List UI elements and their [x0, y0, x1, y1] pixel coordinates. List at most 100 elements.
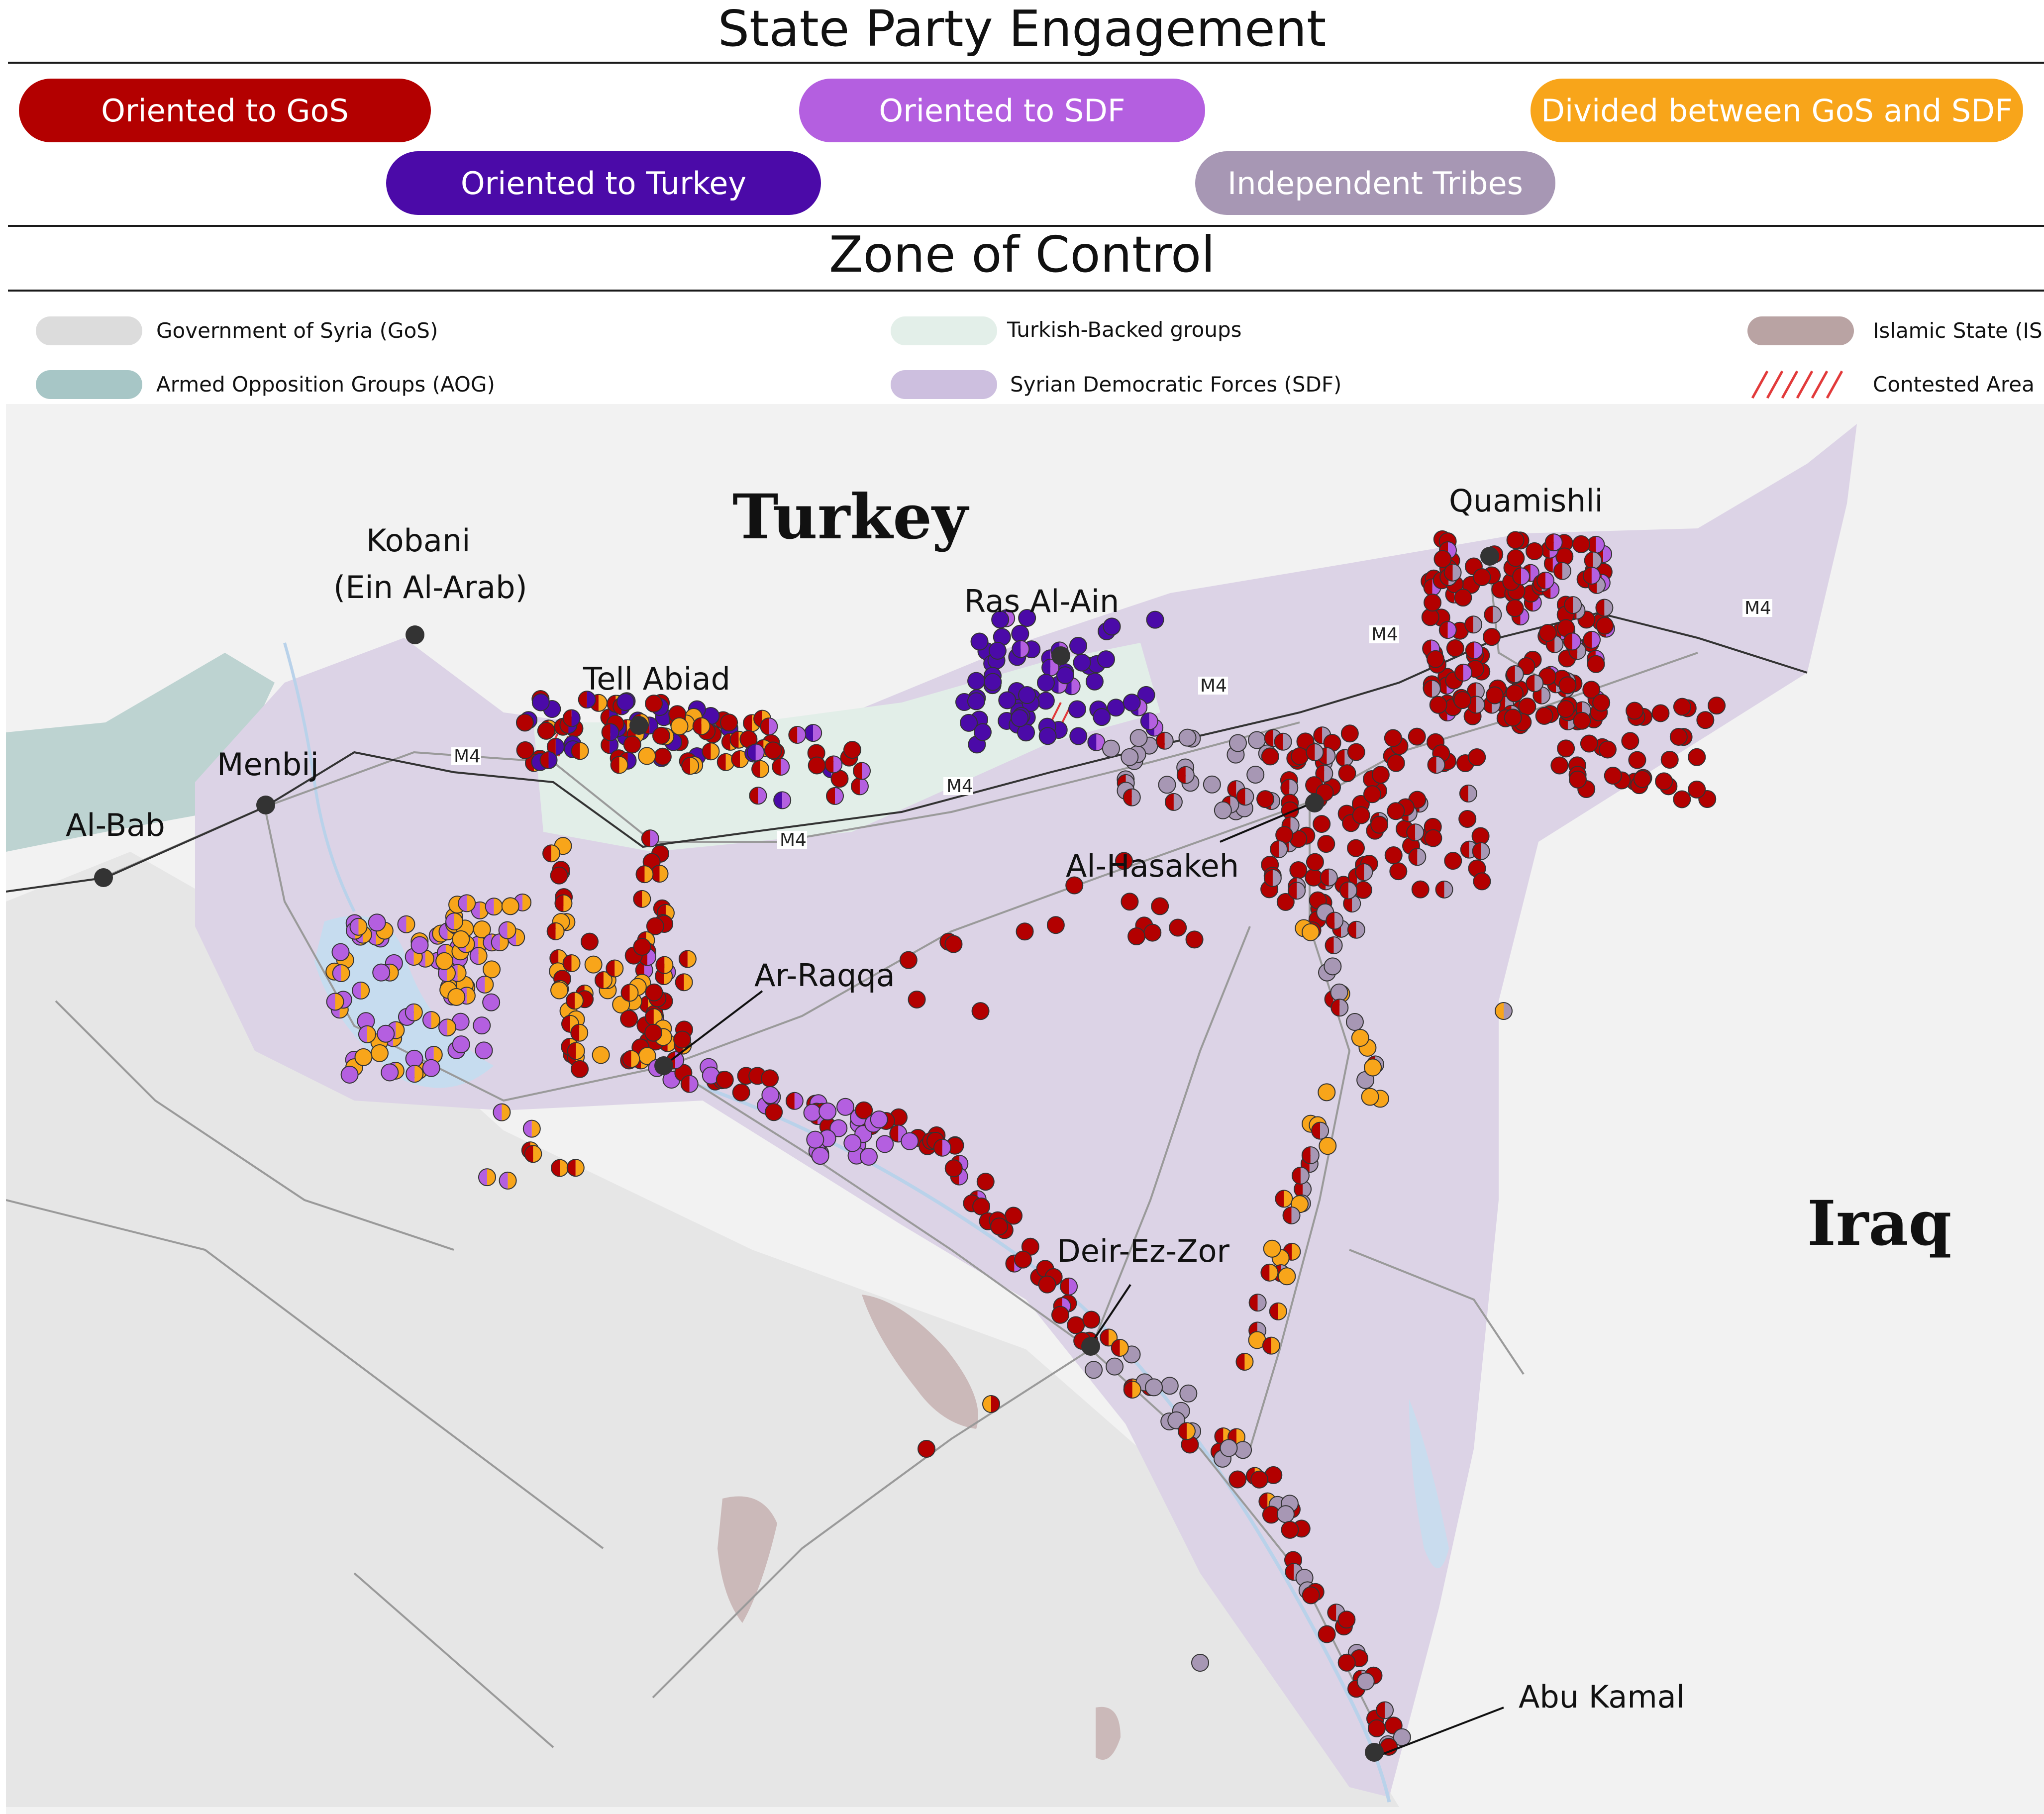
settlement-dot [1587, 655, 1605, 673]
country-label-turkey: Turkey [732, 481, 970, 553]
settlement-dot [970, 632, 989, 651]
settlement-dot [843, 741, 861, 759]
settlement-dot [1097, 650, 1115, 669]
settlement-dot [803, 1104, 821, 1122]
city-markers [94, 547, 1499, 1762]
settlement-dot [1423, 680, 1441, 698]
settlement-dot [548, 751, 557, 769]
settlement-dot [1306, 743, 1315, 761]
settlement-dot [1592, 631, 1601, 648]
settlement-dot [508, 1172, 516, 1189]
settlement-dot [1583, 631, 1592, 648]
settlement-dot [543, 845, 552, 862]
settlement-dot [571, 1060, 589, 1078]
zone-swatch-contested [1751, 370, 1843, 399]
settlement-dot [1473, 872, 1491, 891]
m4-road-label: M4 [946, 776, 973, 797]
settlement-dot [1583, 630, 1601, 649]
settlement-dot [1121, 748, 1139, 766]
settlement-dot [1481, 842, 1490, 860]
lake [1409, 1399, 1449, 1568]
settlement-dot [644, 1023, 663, 1042]
settlement-dot [772, 758, 781, 776]
settlement-dot [1370, 815, 1389, 834]
settlement-dot [485, 976, 494, 993]
settlement-dot [720, 713, 738, 732]
settlement-dot [1301, 1146, 1320, 1164]
city-marker-al-bab [94, 868, 113, 887]
settlement-dot [1459, 784, 1477, 803]
divider [8, 225, 2044, 227]
settlement-dot [1363, 785, 1381, 804]
settlement-dot [853, 762, 871, 780]
settlement-dot [644, 866, 653, 883]
city-label-al-hasakeh: Al-Hasakeh [1066, 848, 1239, 884]
settlement-dot [396, 1021, 405, 1039]
settlement-dot [1164, 732, 1173, 749]
settlement-dot [575, 1159, 584, 1177]
settlement-dot [551, 1159, 560, 1177]
settlement-dot [908, 990, 926, 1008]
city-label-abu-kamal: Abu Kamal [1519, 1679, 1685, 1715]
settlement-dot [1271, 1337, 1280, 1354]
settlement-dot [690, 757, 699, 775]
settlement-dot [1352, 806, 1370, 824]
settlement-dot [631, 1050, 640, 1068]
settlement-dot [614, 960, 623, 977]
settlement-dot [811, 1147, 829, 1165]
settlement-dot [431, 1011, 440, 1029]
legend-oriented-to-sdf: Oriented to SDF [799, 79, 1205, 142]
settlement-dot [984, 673, 1002, 691]
settlement-dot [1424, 579, 1432, 596]
settlement-dot [540, 751, 549, 769]
settlement-dot [1453, 691, 1472, 709]
settlement-dot [1111, 1339, 1120, 1357]
settlement-dot [1484, 606, 1493, 623]
settlement-dot [1387, 802, 1405, 820]
city-marker-al-hasakeh [1305, 794, 1324, 812]
settlement-dot [1177, 766, 1186, 784]
m4-road-label: M4 [1744, 598, 1771, 618]
settlement-dot [1604, 767, 1622, 785]
settlement-dot [1283, 733, 1292, 750]
settlement-dot [702, 743, 711, 760]
city-label-al-bab: Al-Bab [66, 807, 165, 843]
zone-swatch-turkish-backed [891, 316, 997, 345]
settlement-dot [1292, 1167, 1301, 1184]
settlement-dot [539, 751, 558, 769]
settlement-dot [1021, 640, 1029, 658]
map[interactable]: M4 M4 M4 M4 M4 M4 Turkey Iraq Kobani (Ei… [6, 404, 2044, 1814]
settlement-dot [1016, 922, 1034, 941]
settlement-dot [1506, 599, 1524, 617]
settlement-dot [1270, 840, 1279, 858]
settlement-dot [1018, 609, 1036, 627]
settlement-dot [1320, 1122, 1329, 1139]
settlement-dot [1444, 564, 1453, 581]
settlement-dot [645, 983, 663, 1002]
settlement-dot [1270, 840, 1288, 858]
settlement-dot [1428, 756, 1436, 774]
settlement-dot [580, 932, 599, 951]
settlement-dot [656, 956, 665, 974]
settlement-dot [580, 742, 589, 760]
settlement-dot [478, 947, 487, 965]
settlement-dot [1355, 863, 1364, 881]
settlement-dot [1495, 1003, 1504, 1019]
settlement-dot [976, 1173, 995, 1191]
settlement-dot [1468, 785, 1477, 802]
settlement-dot [1506, 531, 1525, 549]
settlement-dot [1176, 766, 1195, 784]
settlement-dot [341, 965, 350, 982]
settlement-dot [1259, 1493, 1268, 1510]
settlement-dot [1300, 1167, 1309, 1184]
settlement-dot [410, 936, 429, 954]
settlement-dot [794, 1092, 803, 1109]
settlement-dot [1005, 1207, 1023, 1225]
settlement-dot [788, 726, 807, 744]
settlement-dot [1513, 568, 1522, 585]
settlement-dot [571, 742, 589, 760]
settlement-dot [1178, 728, 1197, 747]
settlement-dot [620, 984, 639, 1002]
settlement-dot [785, 1092, 804, 1110]
settlement-dot [1431, 680, 1440, 698]
